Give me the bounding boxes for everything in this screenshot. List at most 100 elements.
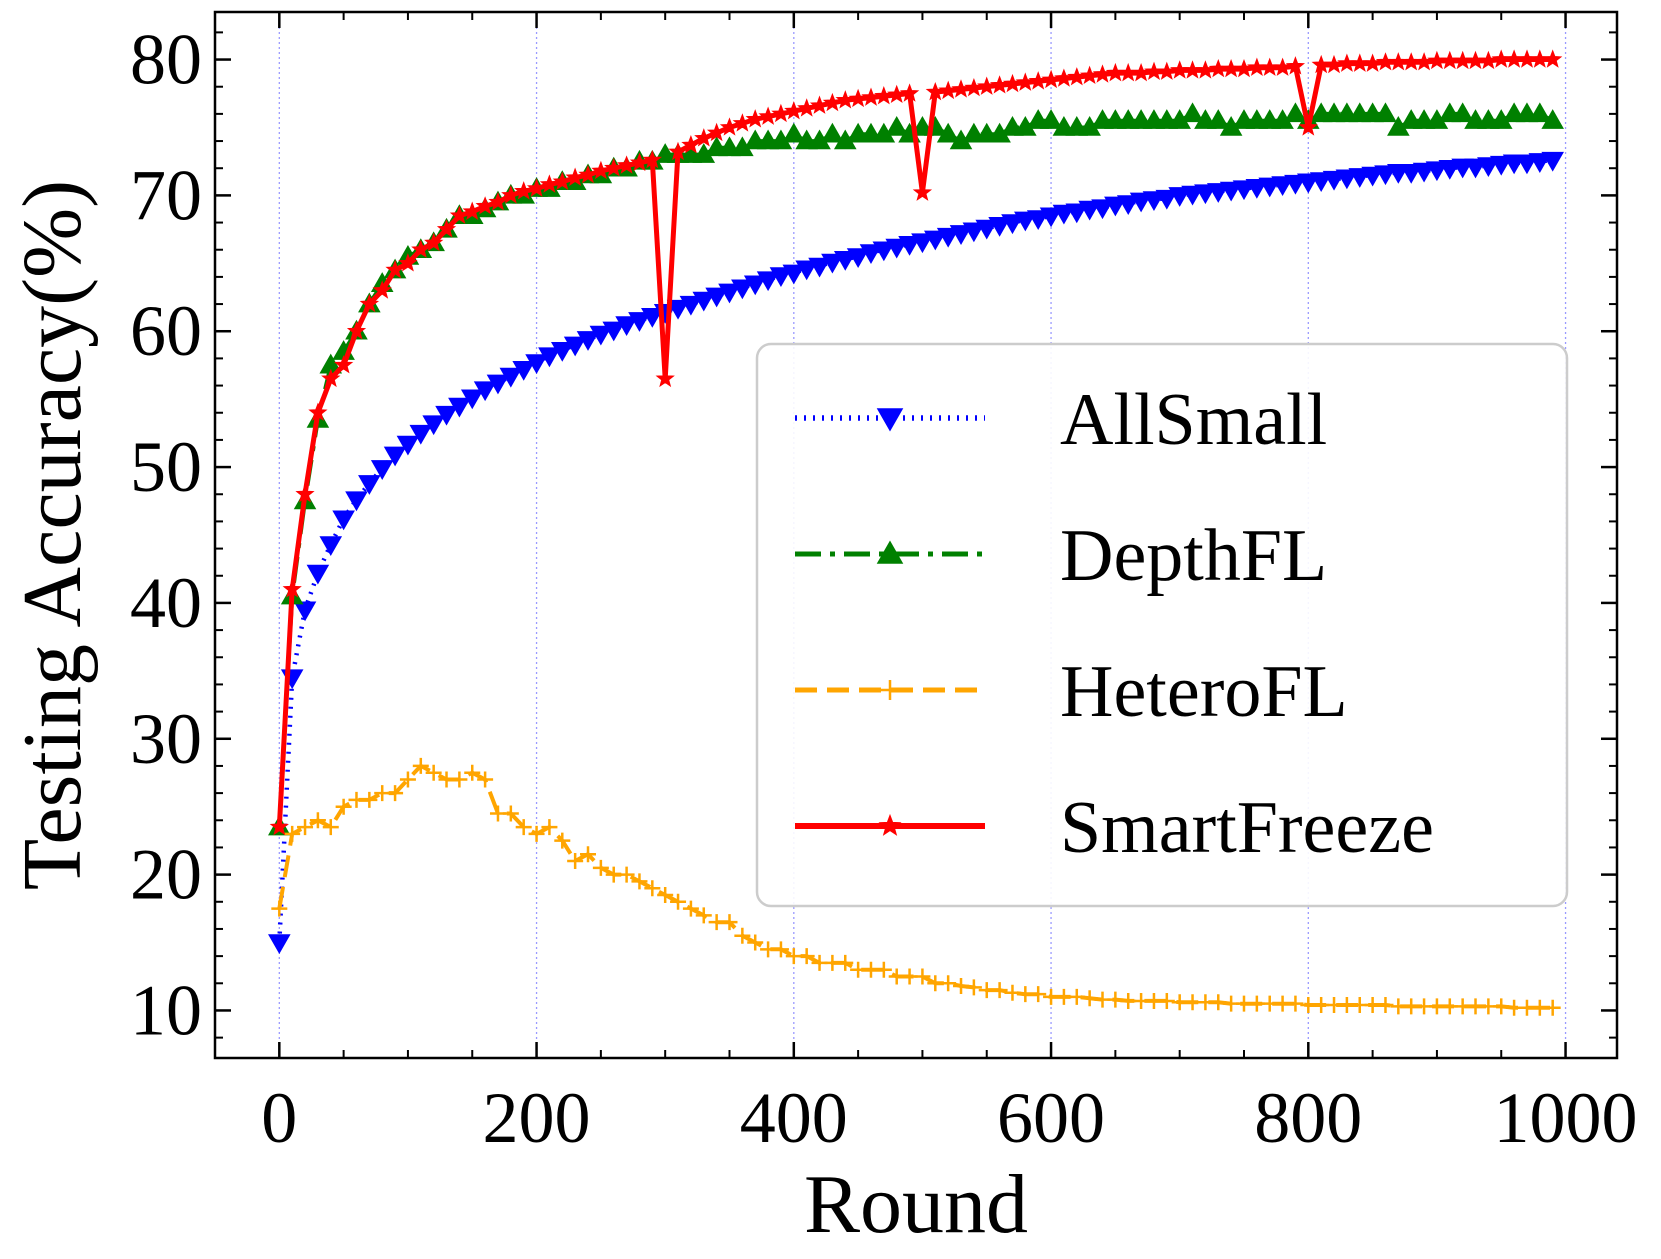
data-point [949, 225, 973, 245]
data-point [1452, 50, 1473, 70]
data-point [618, 866, 635, 883]
data-point [1221, 58, 1241, 78]
data-point [721, 914, 738, 931]
data-point [1247, 57, 1267, 76]
data-point [398, 253, 418, 272]
data-point [1491, 49, 1511, 68]
data-point [1517, 49, 1537, 68]
data-point [641, 308, 664, 328]
data-point [747, 934, 764, 951]
data-point [1271, 176, 1294, 197]
data-point [821, 122, 844, 143]
data-point [1168, 187, 1191, 207]
data-point [424, 232, 444, 252]
legend-box [755, 342, 1569, 908]
data-point [514, 181, 534, 200]
data-point [1129, 192, 1153, 213]
data-point [666, 299, 690, 320]
data-point [525, 354, 548, 374]
data-point [332, 510, 355, 531]
data-point [477, 771, 494, 788]
data-point [912, 182, 933, 201]
data-point [1388, 52, 1408, 71]
data-point [309, 812, 326, 829]
data-point [462, 201, 482, 220]
data-point [1544, 999, 1561, 1016]
data-point [322, 819, 339, 836]
data-point [631, 873, 648, 890]
data-point [874, 86, 894, 105]
data-point [1170, 60, 1190, 79]
data-point [694, 128, 714, 147]
data-point [1465, 50, 1486, 70]
data-point [1493, 998, 1510, 1015]
data-point [1297, 173, 1320, 194]
data-point [1348, 168, 1372, 188]
data-point [539, 174, 560, 193]
data-point [563, 336, 587, 357]
data-point [1543, 49, 1563, 68]
data-point [538, 347, 561, 368]
data-point [1234, 59, 1254, 78]
data-point [1015, 72, 1035, 91]
data-point [706, 122, 727, 142]
x-tick-label: 400 [740, 1078, 848, 1158]
y-tick-label: 80 [130, 20, 202, 100]
data-point [692, 291, 716, 312]
data-point [308, 402, 328, 421]
data-point [719, 117, 740, 136]
data-point [1298, 117, 1318, 136]
data-point [1285, 56, 1306, 75]
data-point [1105, 62, 1126, 82]
plot-frame [213, 10, 1619, 1060]
data-point [578, 164, 598, 184]
data-point [784, 101, 804, 120]
data-point [486, 374, 510, 395]
data-point [396, 435, 420, 456]
data-point [655, 368, 675, 388]
y-tick-label: 20 [130, 835, 202, 915]
data-point [848, 88, 868, 108]
data-point [282, 579, 302, 598]
data-point [1515, 154, 1539, 175]
data-point [1427, 50, 1447, 70]
data-point [1528, 153, 1552, 173]
data-point [629, 152, 650, 172]
y-axis-title: Testing Accuracy(%) [6, 180, 99, 890]
series-allsmall [268, 151, 1564, 955]
data-point [1528, 102, 1552, 123]
data-point [576, 331, 600, 351]
data-point [988, 217, 1011, 237]
data-point [1206, 109, 1230, 129]
data-point [1287, 995, 1304, 1012]
data-point [409, 424, 433, 445]
data-point [1041, 69, 1061, 89]
data-point [668, 141, 688, 161]
data-point [795, 260, 818, 281]
data-point [821, 253, 844, 274]
data-point [435, 405, 458, 426]
data-point [1078, 200, 1101, 221]
data-point [872, 241, 896, 262]
data-point [861, 87, 881, 106]
data-point [797, 98, 817, 117]
data-point [837, 954, 854, 971]
y-tick-label: 70 [130, 155, 202, 235]
data-point [512, 361, 535, 381]
legend-swatch-marker [876, 408, 904, 432]
data-point [887, 84, 907, 104]
data-point [550, 342, 574, 362]
data-point [1092, 64, 1113, 83]
x-axis-title: Round [804, 1158, 1028, 1251]
data-point [1004, 984, 1021, 1001]
data-point [370, 460, 394, 480]
data-point [1065, 203, 1089, 224]
tick-labels: 0 200 400 600 800 1000 10 20 30 40 50 60 70 80 [130, 20, 1638, 1158]
data-point [1324, 54, 1344, 74]
data-point [1210, 994, 1227, 1011]
data-point [615, 316, 638, 336]
data-point [1182, 60, 1203, 79]
data-point [911, 233, 934, 254]
data-point [914, 968, 931, 985]
data-point [1335, 169, 1359, 190]
